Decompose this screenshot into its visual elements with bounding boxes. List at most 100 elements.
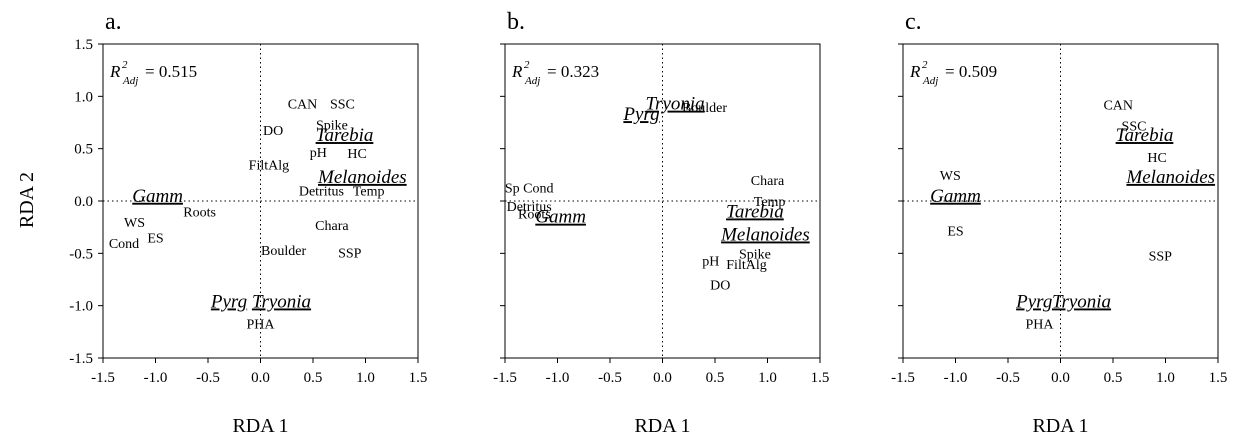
variable-label: Boulder [261, 244, 306, 259]
panel-label: a. [105, 9, 122, 35]
y-tick-label: -1.5 [69, 351, 93, 367]
variable-label: Detritus [299, 185, 344, 200]
variable-label: HC [1147, 151, 1166, 166]
variable-label: SSC [330, 98, 355, 113]
species-label: Pyrg [622, 104, 659, 125]
x-tick-label: 1.5 [409, 370, 428, 386]
species-label: Gamm [132, 186, 183, 207]
x-tick-label: -1.5 [91, 370, 115, 386]
species-label: Tryonia [252, 291, 311, 312]
species-label: Tryonia [646, 94, 705, 115]
species-label: Tarebia [726, 201, 784, 222]
r2-superscript: 2 [524, 59, 530, 71]
variable-label: Chara [315, 219, 349, 234]
species-label: Pyrg [1015, 291, 1052, 312]
x-tick-label: 0.5 [1104, 370, 1123, 386]
variable-label: Roots [183, 205, 216, 220]
x-tick-label: 1.0 [356, 370, 375, 386]
y-tick-label: -0.5 [69, 246, 93, 262]
x-tick-label: 0.0 [653, 370, 672, 386]
r2-base: R [109, 62, 121, 81]
x-axis-label: RDA 1 [1032, 415, 1088, 437]
variable-label: Cond [109, 237, 139, 252]
variable-label: PHA [246, 317, 275, 332]
variable-label: SSC [1122, 120, 1147, 135]
r2-subscript: Adj [524, 75, 540, 87]
x-tick-label: 1.5 [1209, 370, 1228, 386]
x-tick-label: 0.0 [1051, 370, 1070, 386]
variable-label: DO [710, 279, 730, 294]
species-label: Pyrg [210, 291, 247, 312]
variable-label: Spike [739, 247, 771, 262]
x-tick-label: 1.0 [758, 370, 777, 386]
r2-value: = 0.515 [145, 62, 197, 81]
variable-label: PHA [1025, 317, 1054, 332]
x-tick-label: 0.5 [706, 370, 725, 386]
x-tick-label: -0.5 [996, 370, 1020, 386]
variable-label: ES [947, 224, 963, 239]
variable-label: DO [263, 124, 283, 139]
variable-label: SSP [1149, 249, 1173, 264]
panel-label: b. [507, 9, 525, 35]
x-tick-label: -1.5 [493, 370, 517, 386]
variable-label: Spike [316, 119, 348, 134]
variable-label: WS [124, 216, 145, 231]
species-label: Tryonia [1052, 291, 1111, 312]
variable-label: CAN [1103, 99, 1133, 114]
species-label: Tarebia [1116, 125, 1174, 146]
y-tick-label: -1.0 [69, 299, 93, 315]
variable-label: FiltAlg [726, 258, 766, 273]
variable-label: Roots [518, 208, 551, 223]
r2-superscript: 2 [122, 59, 128, 71]
variable-label: pH [310, 146, 327, 161]
r2-superscript: 2 [922, 59, 928, 71]
variable-label: Chara [751, 174, 785, 189]
r2-base: R [511, 62, 523, 81]
x-tick-label: -0.5 [196, 370, 220, 386]
species-label: Melanoides [720, 224, 810, 245]
x-axis-label: RDA 1 [232, 415, 288, 437]
y-tick-label: 1.5 [74, 37, 93, 53]
y-axis-label: RDA 2 [16, 172, 38, 228]
species-label: Gamm [535, 207, 586, 228]
x-tick-label: -0.5 [598, 370, 622, 386]
variable-label: ES [147, 232, 163, 247]
variable-label: pH [702, 255, 719, 270]
x-tick-label: -1.0 [546, 370, 570, 386]
variable-label: WS [940, 169, 961, 184]
x-axis-label: RDA 1 [634, 415, 690, 437]
variable-label: Boulder [682, 101, 727, 116]
panel-1: -1.5 -1.0 -0.5 0.0 0.5 1.0 1.5 RDA 1 b. R 2 Adj = 0.… [493, 9, 829, 437]
variable-label: Detritus [507, 200, 552, 215]
panel-label: c. [905, 9, 922, 35]
x-tick-label: 1.0 [1156, 370, 1175, 386]
variable-label: FiltAlg [249, 158, 289, 173]
y-tick-label: 0.5 [74, 142, 93, 158]
r2-value: = 0.509 [945, 62, 997, 81]
x-tick-label: 0.0 [251, 370, 270, 386]
variable-label: CAN [288, 98, 318, 113]
variable-label: Temp [754, 195, 786, 210]
species-label: Melanoides [317, 167, 407, 188]
species-label: Gamm [930, 186, 981, 207]
r2-base: R [909, 62, 921, 81]
variable-label: Sp Cond [505, 181, 554, 196]
x-tick-label: -1.5 [891, 370, 915, 386]
x-tick-label: -1.0 [944, 370, 968, 386]
y-tick-label: 1.0 [74, 89, 93, 105]
variable-label: SSP [338, 246, 362, 261]
r2-value: = 0.323 [547, 62, 599, 81]
r2-subscript: Adj [922, 75, 938, 87]
r2-subscript: Adj [122, 75, 138, 87]
variable-label: Temp [353, 185, 385, 200]
panel-2: -1.5 -1.0 -0.5 0.0 0.5 1.0 1.5 RDA 1 c. R 2 Adj = 0.… [891, 9, 1227, 437]
species-label: Tarebia [316, 125, 374, 146]
variable-label: HC [347, 147, 366, 162]
panel-0: -1.5 -1.0 -0.5 0.0 0.5 1.0 1.5 -1.5 -1.0 -0.5 0.0 0… [69, 9, 427, 437]
x-tick-label: -1.0 [144, 370, 168, 386]
y-tick-label: 0.0 [74, 194, 93, 210]
x-tick-label: 0.5 [304, 370, 323, 386]
species-label: Melanoides [1125, 167, 1215, 188]
x-tick-label: 1.5 [811, 370, 830, 386]
